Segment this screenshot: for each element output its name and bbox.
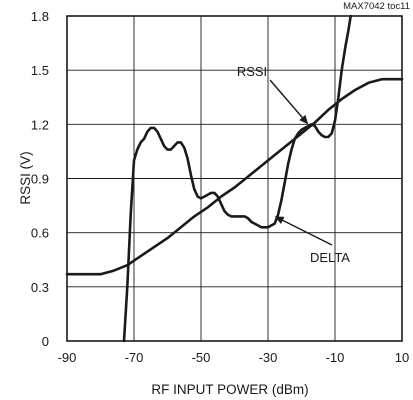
tick-labels: -90 -70 -50 -30 -10 10 0 0.3 0.6 0.9 1.2 1.5 1.8: [31, 9, 409, 365]
y-tick-label: 1.5: [31, 63, 49, 78]
y-tick-label: 0: [42, 334, 49, 349]
series-line-delta: [122, 14, 353, 343]
x-tick-label: 10: [395, 350, 409, 365]
annotation-leader: [269, 79, 303, 118]
series-line-rssi: [65, 77, 404, 276]
x-tick-label: -90: [58, 350, 77, 365]
x-tick-label: -70: [125, 350, 144, 365]
annotation-leader: [282, 219, 333, 246]
grid: [66, 15, 403, 342]
x-tick-label: -10: [326, 350, 345, 365]
annotation-arrowhead: [299, 114, 309, 125]
y-tick-label: 0.3: [31, 280, 49, 295]
y-tick-label: 1.2: [31, 117, 49, 132]
plot-frame: [66, 15, 403, 342]
x-axis-title: RF INPUT POWER (dBm): [151, 382, 308, 397]
y-tick-label: 0.9: [31, 172, 49, 187]
annotation-arrowhead: [274, 216, 285, 225]
corner-label: MAX7042 toc11: [343, 1, 410, 12]
annotations: RSSI DELTA: [237, 64, 350, 265]
x-tick-label: -50: [192, 350, 211, 365]
annotation-label-delta: DELTA: [310, 250, 350, 265]
series-lines: [65, 14, 404, 343]
y-tick-label: 1.8: [31, 9, 49, 24]
y-tick-label: 0.6: [31, 226, 49, 241]
x-tick-label: -30: [259, 350, 278, 365]
annotation-label-rssi: RSSI: [237, 64, 267, 79]
y-axis-title: RSSI (V): [18, 151, 33, 204]
